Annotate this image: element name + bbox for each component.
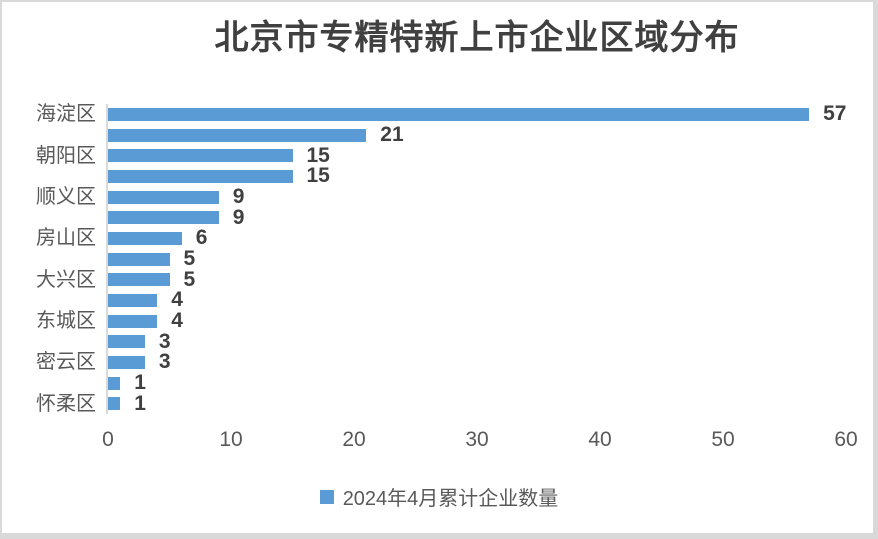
bar-value-label: 3 xyxy=(158,350,171,374)
x-tick-label: 60 xyxy=(834,428,858,451)
x-tick-label: 40 xyxy=(588,428,612,451)
bar xyxy=(108,252,170,266)
bar xyxy=(108,273,170,287)
bar-value-label: 9 xyxy=(232,205,245,229)
bar xyxy=(108,231,182,245)
bar-value-label: 1 xyxy=(134,371,146,394)
category-label: 顺义区 xyxy=(36,186,96,208)
category-label: 大兴区 xyxy=(36,268,96,291)
x-tick-label: 20 xyxy=(342,428,366,451)
category-label: 怀柔区 xyxy=(36,392,96,415)
x-tick-label: 30 xyxy=(465,428,489,451)
bar-value-label: 21 xyxy=(380,123,404,146)
x-tick-label: 0 xyxy=(102,428,114,451)
bar-value-label: 1 xyxy=(134,391,146,415)
bar-value-label: 15 xyxy=(306,164,330,188)
bar xyxy=(108,376,121,390)
category-label: 东城区 xyxy=(36,310,96,332)
bar xyxy=(108,355,145,369)
bar xyxy=(108,397,121,411)
bar xyxy=(108,211,219,225)
bar-value-label: 15 xyxy=(306,143,330,167)
bar xyxy=(108,314,158,328)
bar-value-label: 4 xyxy=(171,309,183,332)
bar-value-label: 5 xyxy=(183,247,196,270)
bar xyxy=(108,149,293,163)
category-label: 朝阳区 xyxy=(36,144,96,167)
x-tick-label: 10 xyxy=(219,428,243,451)
bar xyxy=(108,107,810,121)
plot-area: 57 21 15 15 9 9 6 5 5 4 4 3 3 1 1 xyxy=(106,102,847,415)
bar-value-label: 5 xyxy=(183,267,196,291)
category-label: 海淀区 xyxy=(36,103,96,126)
legend-label: 2024年4月累计企业数量 xyxy=(342,488,559,510)
bar-value-label: 9 xyxy=(232,185,245,208)
bar-value-label: 3 xyxy=(158,329,171,353)
legend-marker-icon xyxy=(319,489,334,504)
bar-value-label: 4 xyxy=(171,288,183,312)
bar xyxy=(108,169,293,183)
legend: 2024年4月累计企业数量 xyxy=(0,482,878,511)
chart-title: 北京市专精特新上市企业区域分布 xyxy=(214,19,740,57)
bar-value-label: 6 xyxy=(195,226,208,250)
bar xyxy=(108,190,219,204)
bar xyxy=(108,293,158,307)
category-label: 密云区 xyxy=(36,351,96,374)
bar xyxy=(108,128,367,142)
x-tick-label: 50 xyxy=(711,428,735,451)
bar-value-label: 57 xyxy=(823,102,847,126)
category-label: 房山区 xyxy=(36,227,96,250)
bar xyxy=(108,335,145,349)
